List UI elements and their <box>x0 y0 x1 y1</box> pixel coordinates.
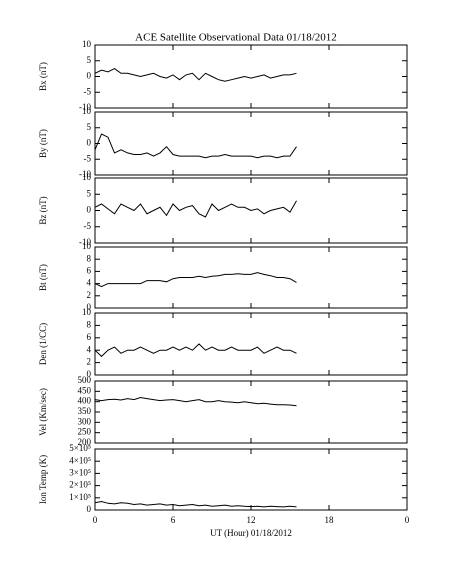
y-tick-label: 8 <box>87 253 92 263</box>
y-tick-label: 6 <box>87 265 92 275</box>
data-line <box>94 133 297 159</box>
x-axis-label: UT (Hour) 01/18/2012 <box>210 528 292 538</box>
x-tick-label: 6 <box>171 515 176 525</box>
y-axis-label: By (nT) <box>38 129 48 158</box>
y-tick-label: 4 <box>87 278 92 288</box>
panel-frame <box>94 380 408 444</box>
chart-title: ACE Satellite Observational Data 01/18/2… <box>135 32 337 44</box>
x-tick-label: 0 <box>93 515 98 525</box>
panel-frame <box>94 312 408 376</box>
y-tick-label: 10 <box>82 106 92 116</box>
y-tick-label: 450 <box>78 385 92 395</box>
y-tick-label: 2 <box>87 290 92 300</box>
y-tick-label: 300 <box>78 416 92 426</box>
y-axis-label: Bt (nT) <box>38 264 48 291</box>
y-tick-label: 10 <box>82 172 92 182</box>
y-tick-label: 2×10⁵ <box>69 480 91 490</box>
y-tick-label: 1×10⁵ <box>69 492 91 502</box>
y-tick-label: 10 <box>82 241 92 251</box>
panel-frame <box>94 111 408 176</box>
y-axis-label: Den (1/CC) <box>38 323 48 365</box>
y-axis-label: Ion Temp (K) <box>38 455 48 504</box>
y-tick-label: 10 <box>82 307 92 317</box>
y-tick-label: -10 <box>79 102 91 112</box>
y-axis-label: Bx (nT) <box>38 62 48 91</box>
y-tick-label: 5 <box>87 55 92 65</box>
y-tick-label: 4×10⁵ <box>69 455 91 465</box>
y-tick-label: 250 <box>78 427 92 437</box>
y-tick-label: 0 <box>87 302 92 312</box>
y-tick-label: 3×10⁵ <box>69 467 91 477</box>
y-axis-label: Vel (Km/sec) <box>38 388 48 436</box>
y-tick-label: 350 <box>78 406 92 416</box>
y-tick-label: -10 <box>79 237 91 247</box>
data-line <box>94 272 297 288</box>
y-axis-label: Bz (nT) <box>38 196 48 224</box>
y-tick-label: 6 <box>87 332 92 342</box>
y-tick-label: 0 <box>87 71 92 81</box>
data-line <box>94 500 297 508</box>
data-line <box>94 396 297 407</box>
panel-frame <box>94 448 408 511</box>
y-tick-label: 5 <box>87 122 92 132</box>
data-line <box>94 68 297 82</box>
panel-frame <box>94 246 408 309</box>
y-tick-label: 0 <box>87 504 92 514</box>
y-tick-label: -5 <box>84 153 92 163</box>
y-tick-label: 5 <box>87 188 92 198</box>
y-tick-label: 200 <box>78 437 92 447</box>
y-tick-label: 0 <box>87 138 92 148</box>
y-tick-label: -5 <box>84 86 92 96</box>
y-tick-label: 2 <box>87 357 92 367</box>
data-line <box>94 343 297 358</box>
y-tick-label: 8 <box>87 319 92 329</box>
x-tick-label: 12 <box>247 515 256 525</box>
y-tick-label: -10 <box>79 169 91 179</box>
x-tick-label: 0 <box>405 515 410 525</box>
y-tick-label: 0 <box>87 205 92 215</box>
y-tick-label: 4 <box>87 344 92 354</box>
x-tick-label: 18 <box>325 515 335 525</box>
y-tick-label: 5×10⁵ <box>69 443 91 453</box>
y-tick-label: 400 <box>78 396 92 406</box>
y-tick-label: -5 <box>84 221 92 231</box>
y-tick-label: 10 <box>82 39 92 49</box>
y-tick-label: 0 <box>87 369 92 379</box>
data-line <box>94 200 297 218</box>
y-tick-label: 500 <box>78 375 92 385</box>
